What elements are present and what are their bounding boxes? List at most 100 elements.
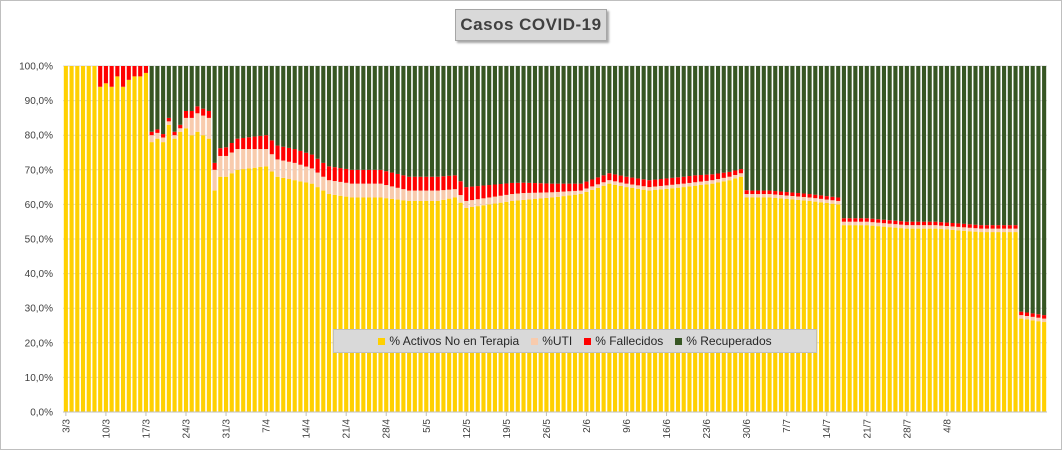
bar-segment xyxy=(613,184,618,412)
bar-segment xyxy=(229,142,234,153)
bar-segment xyxy=(218,148,223,156)
bar-segment xyxy=(372,169,377,184)
bar-segment xyxy=(492,196,497,204)
bar-segment xyxy=(853,66,858,219)
bar-segment xyxy=(687,176,692,183)
bar-segment xyxy=(950,66,955,223)
bar-segment xyxy=(258,167,263,412)
bar-segment xyxy=(675,177,681,185)
bar-segment xyxy=(452,66,457,176)
bar-segment xyxy=(269,66,274,141)
bar-segment xyxy=(424,176,429,191)
bar-segment xyxy=(367,169,372,184)
bar-segment xyxy=(349,197,354,412)
bar-segment xyxy=(956,223,961,227)
bar-segment xyxy=(275,159,280,177)
bar-segment xyxy=(607,180,612,184)
bar-segment xyxy=(161,134,166,138)
bar-segment xyxy=(555,183,560,192)
bar-segment xyxy=(961,223,967,228)
bar-segment xyxy=(469,66,475,187)
bar-segment xyxy=(595,177,600,185)
bar-segment xyxy=(555,196,560,412)
bar-segment xyxy=(412,66,417,177)
bar-segment xyxy=(435,66,440,177)
y-axis-ticks: 0,0% 10,0% 20,0% 30,0% 40,0% 50,0% 60,0% 70,0% 8… xyxy=(19,62,53,419)
bar-segment xyxy=(796,193,801,197)
bar-segment xyxy=(721,181,726,412)
bar-segment xyxy=(647,190,652,412)
bar-segment xyxy=(853,221,858,226)
bar-segment xyxy=(527,192,532,200)
bar-segment xyxy=(515,66,520,183)
bar-segment xyxy=(950,229,955,412)
bar-segment xyxy=(933,225,938,229)
legend-item: % Activos No en Terapia xyxy=(378,334,519,348)
bar-segment xyxy=(572,194,578,412)
bar-segment xyxy=(355,169,360,184)
bar-segment xyxy=(372,66,377,170)
bar-segment xyxy=(601,66,606,176)
bar-segment xyxy=(1042,322,1047,412)
bar-segment xyxy=(447,175,452,190)
bar-segment xyxy=(218,66,223,149)
bar-segment xyxy=(1024,315,1030,320)
bar-segment xyxy=(578,190,583,195)
bar-segment xyxy=(618,182,623,186)
bar-segment xyxy=(859,221,864,226)
bar-segment xyxy=(338,181,343,196)
bar-segment xyxy=(1019,311,1024,316)
bar-segment xyxy=(761,190,766,195)
bar-segment xyxy=(464,66,469,188)
bar-segment xyxy=(681,183,686,188)
bar-segment xyxy=(927,221,932,226)
bar-segment xyxy=(98,66,103,87)
bar-segment xyxy=(778,198,784,412)
bar-segment xyxy=(1036,321,1041,412)
bar-segment xyxy=(687,66,692,177)
bar-segment xyxy=(670,177,675,185)
bar-segment xyxy=(246,168,251,412)
y-tick-label: 20,0% xyxy=(25,338,53,349)
bar-segment xyxy=(881,66,887,220)
bar-segment xyxy=(647,180,652,188)
bar-segment xyxy=(818,66,824,196)
x-tick-label: 7/4 xyxy=(262,419,273,433)
bar-segment xyxy=(950,223,955,227)
bar-segment xyxy=(807,66,812,195)
bar-segment xyxy=(979,225,984,229)
bar-segment xyxy=(904,225,909,229)
bar-segment xyxy=(212,169,217,191)
bar-segment xyxy=(881,219,887,224)
bar-segment xyxy=(670,188,675,412)
bar-segment xyxy=(155,132,160,139)
bar-segment xyxy=(1042,66,1047,316)
bar-segment xyxy=(967,227,972,232)
bar-segment xyxy=(973,66,978,225)
bar-segment xyxy=(435,176,440,191)
bar-segment xyxy=(836,200,841,205)
bar-segment xyxy=(492,184,497,197)
bar-segment xyxy=(561,183,566,192)
bar-segment xyxy=(361,66,366,170)
bar-segment xyxy=(910,225,915,229)
bar-segment xyxy=(715,173,721,180)
bar-segment xyxy=(921,225,927,229)
bar-segment xyxy=(155,129,160,133)
bar-segment xyxy=(1013,225,1018,229)
bar-segment xyxy=(292,180,297,412)
bar-segment xyxy=(298,164,303,182)
bar-segment xyxy=(458,181,463,196)
bar-segment xyxy=(818,198,824,203)
bar-segment xyxy=(824,203,829,412)
bar-segment xyxy=(584,66,589,182)
bar-segment xyxy=(309,168,314,184)
bar-segment xyxy=(212,190,217,412)
bar-segment xyxy=(979,228,984,233)
bar-segment xyxy=(956,226,961,231)
bar-segment xyxy=(944,66,949,223)
bar-segment xyxy=(870,218,875,223)
bar-segment xyxy=(658,189,663,412)
bar-segment xyxy=(241,137,246,150)
bar-segment xyxy=(584,191,589,412)
